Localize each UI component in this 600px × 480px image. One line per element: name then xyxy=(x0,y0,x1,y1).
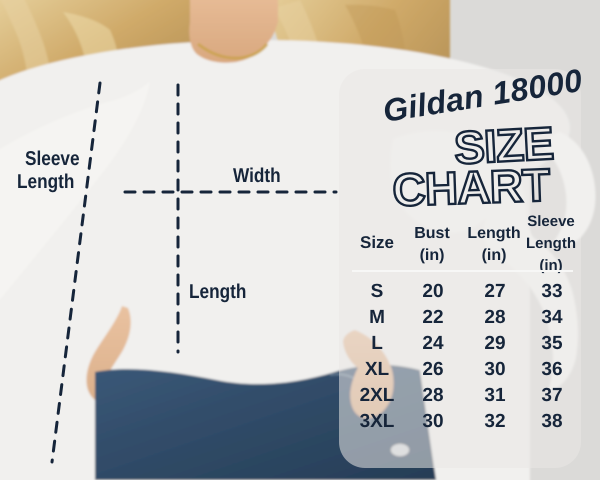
svg-text:31: 31 xyxy=(484,385,506,406)
svg-text:Sleeve: Sleeve xyxy=(527,213,575,230)
svg-text:24: 24 xyxy=(422,333,444,354)
svg-text:29: 29 xyxy=(484,333,505,354)
svg-text:28: 28 xyxy=(484,307,505,328)
svg-text:22: 22 xyxy=(422,307,443,328)
svg-text:XL: XL xyxy=(365,359,390,380)
svg-text:Length: Length xyxy=(189,281,246,303)
svg-text:Length: Length xyxy=(467,225,520,242)
svg-text:Size: Size xyxy=(360,233,394,252)
svg-text:35: 35 xyxy=(541,333,563,354)
svg-text:28: 28 xyxy=(422,385,443,406)
svg-text:(in): (in) xyxy=(482,247,507,264)
svg-text:30: 30 xyxy=(484,359,505,380)
svg-text:L: L xyxy=(371,333,383,354)
svg-text:(in): (in) xyxy=(420,247,445,264)
svg-text:26: 26 xyxy=(422,359,443,380)
svg-text:Width: Width xyxy=(233,165,281,187)
svg-text:M: M xyxy=(369,307,385,328)
svg-text:CHART: CHART xyxy=(392,159,551,216)
svg-text:Bust: Bust xyxy=(414,225,450,242)
svg-text:36: 36 xyxy=(541,359,562,380)
svg-text:34: 34 xyxy=(541,307,563,328)
svg-text:38: 38 xyxy=(541,411,562,432)
svg-text:27: 27 xyxy=(484,281,505,302)
svg-text:Length: Length xyxy=(17,171,74,193)
svg-text:32: 32 xyxy=(484,411,505,432)
svg-text:S: S xyxy=(371,281,384,302)
svg-text:20: 20 xyxy=(422,281,443,302)
svg-text:Length: Length xyxy=(526,235,576,252)
svg-text:30: 30 xyxy=(422,411,443,432)
svg-text:37: 37 xyxy=(541,385,562,406)
svg-text:33: 33 xyxy=(541,281,562,302)
svg-text:3XL: 3XL xyxy=(360,411,395,432)
svg-text:Sleeve: Sleeve xyxy=(25,148,80,170)
svg-text:2XL: 2XL xyxy=(360,385,395,406)
